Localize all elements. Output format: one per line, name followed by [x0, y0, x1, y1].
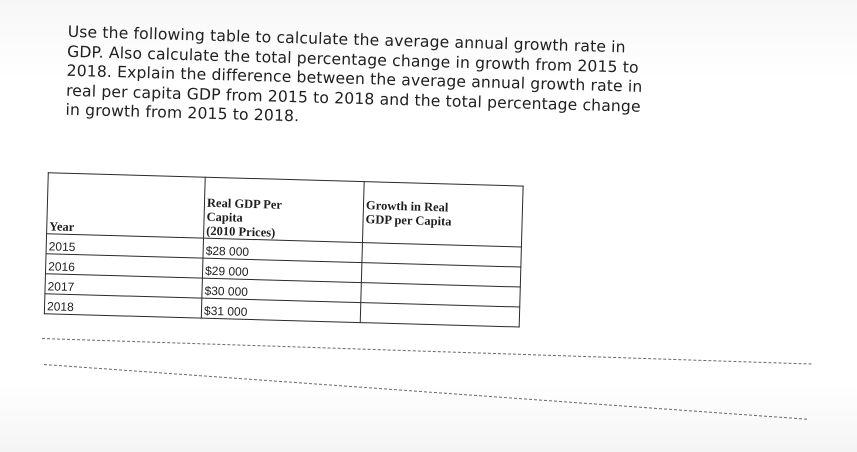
- header-year: Year: [46, 172, 206, 239]
- worksheet-page: Use the following table to calculate the…: [31, 22, 690, 370]
- cell-gdp: $31 000: [201, 298, 361, 323]
- header-real-gdp: Real GDP Per Capita (2010 Prices): [203, 177, 365, 243]
- header-growth-line2: GDP per Capita: [365, 212, 452, 229]
- header-growth: Growth in Real GDP per Capita: [362, 181, 524, 248]
- cell-year: 2018: [44, 293, 202, 319]
- answer-line[interactable]: [43, 364, 808, 420]
- gdp-table: Year Real GDP Per Capita (2010 Prices) G…: [44, 172, 524, 327]
- cell-growth[interactable]: [360, 302, 520, 327]
- question-text: Use the following table to calculate the…: [65, 23, 658, 137]
